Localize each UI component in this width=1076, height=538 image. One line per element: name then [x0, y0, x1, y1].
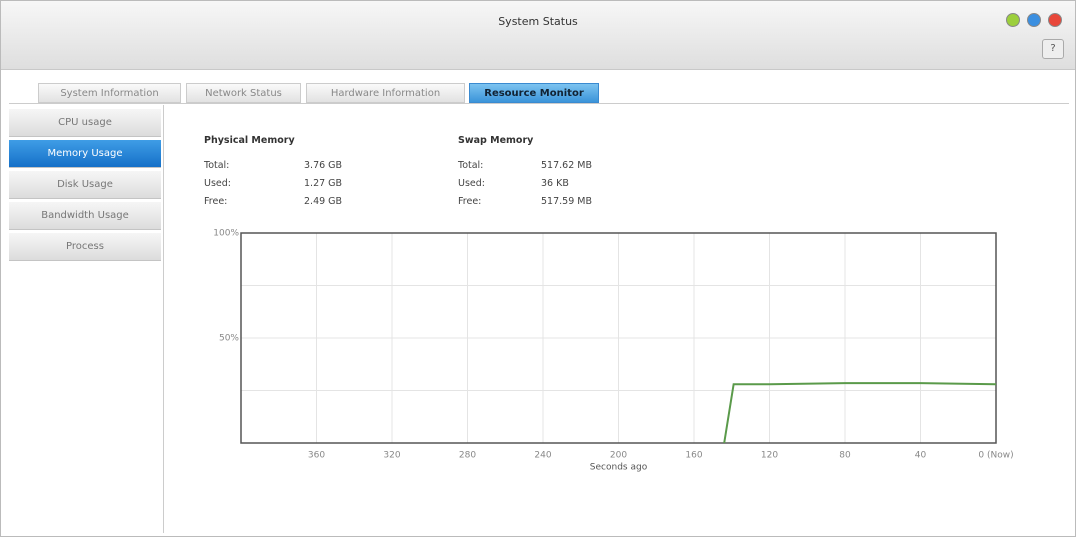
sidebar [9, 105, 164, 533]
stat-value: 3.76 GB [304, 160, 343, 171]
x-tick-label: 320 [383, 451, 400, 461]
stat-value: 2.49 GB [304, 196, 343, 207]
title-bar: System Status ? [1, 1, 1075, 70]
x-tick-label: 40 [915, 451, 927, 461]
tab[interactable]: Network Status [186, 83, 301, 103]
x-tick-label: 360 [308, 451, 325, 461]
stat-label: Total: [458, 160, 484, 171]
x-tick-label: 200 [610, 451, 627, 461]
x-axis-label: Seconds ago [590, 463, 648, 473]
plot-area [241, 233, 996, 443]
tab[interactable]: Hardware Information [306, 83, 465, 103]
memory-line [723, 382, 997, 444]
stat-value: 517.62 MB [541, 160, 592, 171]
stat-value: 36 KB [541, 178, 569, 189]
sidebar-item[interactable]: CPU usage [9, 109, 161, 137]
stat-label: Free: [204, 196, 228, 207]
y-tick-label: 50% [219, 334, 239, 344]
plot-frame [240, 232, 997, 444]
sidebar-item[interactable]: Process [9, 233, 161, 261]
sidebar-item[interactable]: Bandwidth Usage [9, 202, 161, 230]
section-title: Physical Memory [204, 135, 295, 146]
x-tick-label: 240 [534, 451, 551, 461]
sidebar-item[interactable]: Memory Usage [9, 140, 161, 168]
stat-value: 1.27 GB [304, 178, 343, 189]
stat-value: 517.59 MB [541, 196, 592, 207]
tab[interactable]: Resource Monitor [469, 83, 599, 103]
x-tick-label: 120 [761, 451, 778, 461]
tab[interactable]: System Information [38, 83, 181, 103]
close-button[interactable] [1048, 13, 1062, 27]
x-tick-label: 280 [459, 451, 476, 461]
y-tick-label: 100% [213, 229, 239, 239]
window-title: System Status [498, 15, 578, 28]
stat-label: Free: [458, 196, 482, 207]
tab-line [9, 103, 1069, 104]
x-tick-label: 160 [685, 451, 702, 461]
stat-label: Used: [458, 178, 485, 189]
help-button[interactable]: ? [1042, 39, 1064, 59]
stat-label: Used: [204, 178, 231, 189]
section-title: Swap Memory [458, 135, 534, 146]
stat-label: Total: [204, 160, 230, 171]
x-tick-label: 80 [839, 451, 851, 461]
minimize-button[interactable] [1006, 13, 1020, 27]
maximize-button[interactable] [1027, 13, 1041, 27]
sidebar-item[interactable]: Disk Usage [9, 171, 161, 199]
x-tick-label: 0 (Now) [978, 451, 1013, 461]
